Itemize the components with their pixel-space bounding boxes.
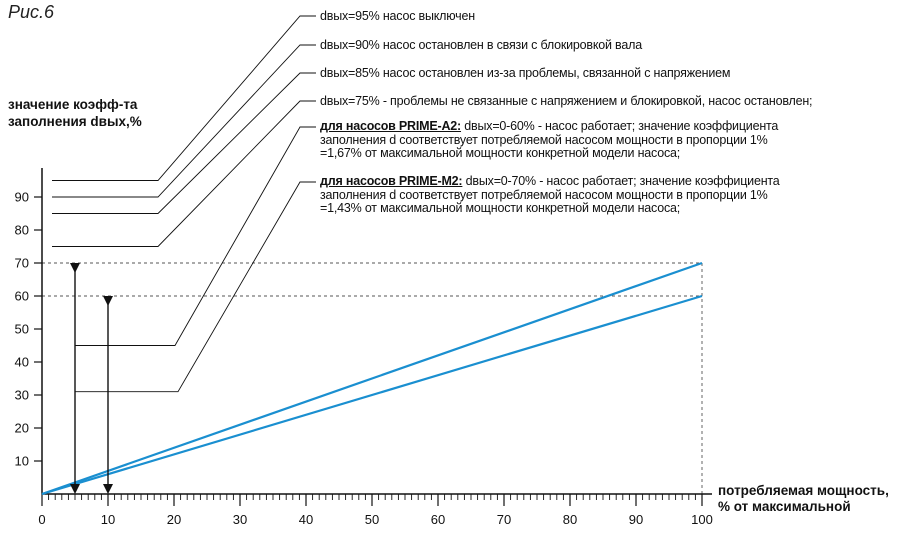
x-tick-label-90: 90 xyxy=(629,512,643,527)
annotation-prime-a2: для насосов PRIME-A2: dвых=0-60% - насос… xyxy=(320,119,919,161)
annotation-prime-m2-text: dвых=0-70% - насос работает; значение ко… xyxy=(462,174,780,188)
y-tick-label-90: 90 xyxy=(15,190,29,205)
y-tick-label-20: 20 xyxy=(15,421,29,436)
annotation-prime-m2-title: для насосов PRIME-M2: xyxy=(320,174,463,188)
y-axis-title-line1: значение коэфф-та xyxy=(8,97,138,112)
x-axis-title-line2: % от максимальной xyxy=(718,499,851,514)
x-tick-label-50: 50 xyxy=(365,512,379,527)
figure-label: Рис.6 xyxy=(8,2,55,22)
y-tick-label-60: 60 xyxy=(15,289,29,304)
annotation-prime-a2-line2: заполнения d соответствует потребляемой … xyxy=(320,132,768,147)
y-axis-title: значение коэфф-та заполнения dвых,% xyxy=(8,96,142,130)
annotation-90: dвых=90% насос остановлен в связи с блок… xyxy=(320,38,642,52)
x-axis-title-line1: потребляемая мощность, xyxy=(718,483,889,498)
y-tick-label-40: 40 xyxy=(15,355,29,370)
leader-line-prime-a2 xyxy=(75,126,316,346)
x-tick-label-80: 80 xyxy=(563,512,577,527)
x-tick-label-60: 60 xyxy=(431,512,445,527)
annotation-prime-a2-line3: =1,67% от максимальной мощности конкретн… xyxy=(320,146,681,160)
series-line-1 xyxy=(41,294,703,496)
series-line-0 xyxy=(41,261,703,496)
x-tick-label-30: 30 xyxy=(233,512,247,527)
annotation-prime-m2-line3: =1,43% от максимальной мощности конкретн… xyxy=(320,201,681,215)
x-axis-title: потребляемая мощность, % от максимальной xyxy=(718,483,889,515)
x-tick-label-70: 70 xyxy=(497,512,511,527)
y-tick-label-70: 70 xyxy=(15,256,29,271)
x-tick-label-40: 40 xyxy=(299,512,313,527)
x-tick-label-20: 20 xyxy=(167,512,181,527)
leader-line-90 xyxy=(52,44,316,198)
leader-line-75 xyxy=(52,100,316,247)
leader-line-95 xyxy=(52,15,316,181)
annotation-prime-m2-line2: заполнения d соответствует потребляемой … xyxy=(320,187,768,202)
y-tick-label-10: 10 xyxy=(15,454,29,469)
leader-line-prime-m2 xyxy=(75,181,316,393)
x-tick-label-100: 100 xyxy=(691,512,713,527)
y-axis-title-line2: заполнения dвых,% xyxy=(8,114,142,129)
annotation-95: dвых=95% насос выключен xyxy=(320,9,475,23)
y-tick-label-80: 80 xyxy=(15,223,29,238)
annotation-85: dвых=85% насос остановлен из-за проблемы… xyxy=(320,66,731,80)
y-tick-label-30: 30 xyxy=(15,388,29,403)
x-minor-ticks xyxy=(48,494,696,500)
annotation-prime-m2: для насосов PRIME-M2: dвых=0-70% - насос… xyxy=(320,174,919,216)
annotation-prime-a2-title: для насосов PRIME-A2: xyxy=(320,119,462,133)
x-tick-label-10: 10 xyxy=(101,512,115,527)
leader-line-85 xyxy=(52,72,316,214)
annotation-prime-a2-text: dвых=0-60% - насос работает; значение ко… xyxy=(461,119,779,133)
x-tick-label-0: 0 xyxy=(38,512,45,527)
annotation-75: dвых=75% - проблемы не связанные с напря… xyxy=(320,94,813,108)
y-tick-label-50: 50 xyxy=(15,322,29,337)
